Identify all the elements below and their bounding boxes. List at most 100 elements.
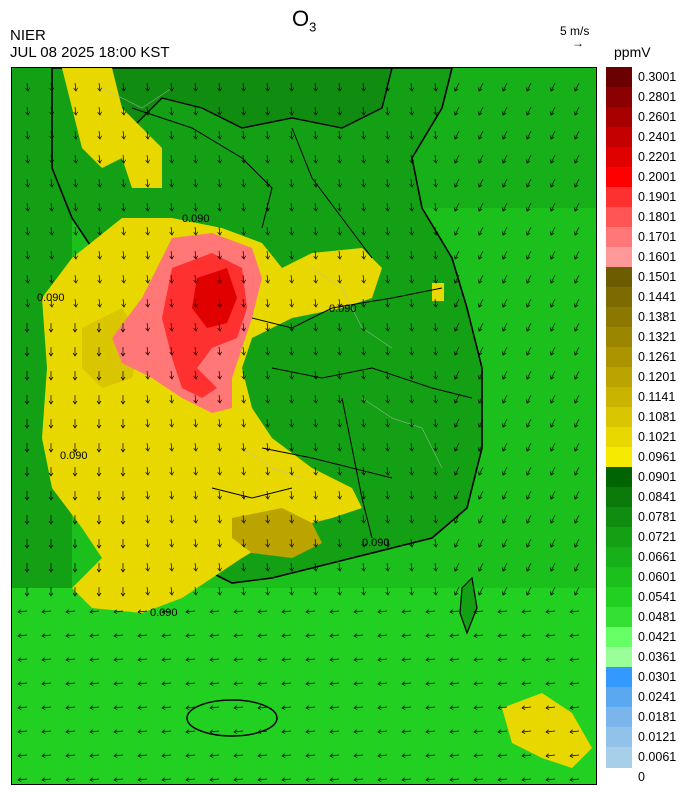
wind-arrow-icon [194, 418, 197, 428]
wind-arrow-icon [353, 610, 364, 613]
wind-arrowhead-icon [361, 135, 366, 140]
wind-arrowhead-icon [385, 231, 390, 236]
wind-arrowhead-icon [97, 255, 102, 260]
wind-arrow-icon [454, 106, 460, 116]
colorbar-segment [606, 87, 632, 108]
wind-arrow-icon [137, 634, 148, 637]
wind-arrowhead-icon [409, 447, 414, 452]
wind-arrowhead-icon [526, 375, 531, 380]
wind-arrow-icon [314, 514, 317, 524]
wind-arrow-icon [266, 178, 269, 188]
colorbar-segment [606, 647, 632, 668]
wind-arrow-icon [454, 418, 460, 428]
wind-arrowhead-icon [377, 753, 382, 758]
wind-arrow-icon [449, 754, 460, 757]
wind-arrowhead-icon [502, 351, 507, 356]
wind-arrow-icon [170, 202, 173, 212]
wind-arrow-icon [65, 634, 76, 637]
wind-arrowhead-icon [169, 135, 174, 140]
wind-arrowhead-icon [137, 657, 142, 662]
wind-arrowhead-icon [550, 591, 555, 596]
wind-arrow-icon [497, 610, 508, 613]
wind-arrow-icon [74, 130, 77, 140]
wind-reference-label: 5 m/s [560, 24, 590, 38]
wind-arrowhead-icon [48, 376, 54, 381]
wind-arrowhead-icon [96, 328, 102, 333]
wind-arrowhead-icon [550, 303, 555, 308]
wind-arrow-icon [266, 346, 269, 356]
wind-arrow-icon [353, 754, 364, 757]
wind-arrow-icon [89, 658, 100, 661]
wind-arrowhead-icon [73, 135, 78, 140]
wind-arrow-icon [526, 250, 532, 260]
wind-arrow-icon [194, 442, 197, 452]
wind-arrow-icon [434, 514, 437, 524]
wind-arrowhead-icon [526, 519, 531, 524]
colorbar-label: 0.2801 [638, 90, 677, 104]
wind-arrow-icon [209, 610, 220, 613]
wind-arrowhead-icon [361, 279, 366, 284]
wind-arrow-icon [550, 586, 556, 596]
wind-arrowhead-icon [329, 633, 334, 638]
wind-arrowhead-icon [329, 657, 334, 662]
wind-arrowhead-icon [265, 591, 270, 596]
wind-arrow-icon [314, 106, 317, 116]
wind-arrow-icon [290, 394, 293, 404]
wind-arrowhead-icon [185, 753, 190, 758]
wind-arrowhead-icon [361, 519, 366, 524]
wind-arrow-icon [242, 322, 245, 332]
wind-arrowhead-icon [96, 520, 102, 525]
colorbar-label: 0.1381 [638, 310, 677, 324]
wind-arrowhead-icon [169, 591, 174, 596]
wind-arrowhead-icon [433, 423, 438, 428]
wind-arrowhead-icon [241, 87, 246, 92]
wind-arrowhead-icon [473, 609, 478, 614]
wind-arrow-icon [50, 178, 53, 188]
wind-arrowhead-icon [161, 705, 166, 710]
wind-arrowhead-icon [550, 231, 555, 236]
wind-arrowhead-icon [193, 111, 198, 116]
wind-arrow-icon [569, 730, 580, 733]
wind-arrow-icon [410, 226, 413, 236]
wind-arrow-icon [338, 514, 341, 524]
wind-arrowhead-icon [377, 609, 382, 614]
wind-arrowhead-icon [550, 471, 555, 476]
wind-arrowhead-icon [478, 519, 483, 524]
wind-arrow-icon [454, 298, 460, 308]
wind-arrowhead-icon [313, 327, 318, 332]
colorbar-label: 0.0541 [638, 590, 677, 604]
wind-arrowhead-icon [433, 567, 438, 572]
wind-arrow-icon [242, 130, 245, 140]
wind-arrow-icon [434, 274, 437, 284]
wind-arrowhead-icon [48, 352, 54, 357]
wind-arrowhead-icon [113, 633, 118, 638]
wind-arrow-icon [386, 250, 389, 260]
wind-arrow-icon [377, 610, 388, 613]
wind-arrow-icon [386, 178, 389, 188]
wind-arrow-icon [526, 298, 532, 308]
wind-reference-arrow-icon: → [572, 36, 584, 50]
wind-arrow-icon [146, 130, 149, 140]
wind-arrow-icon [161, 754, 172, 757]
wind-arrow-icon [161, 706, 172, 709]
wind-arrow-icon [266, 298, 269, 308]
wind-arrow-icon [478, 538, 484, 548]
wind-arrowhead-icon [313, 399, 318, 404]
wind-arrowhead-icon [120, 496, 126, 501]
wind-arrow-icon [526, 586, 532, 596]
wind-arrowhead-icon [454, 447, 459, 452]
wind-arrow-icon [449, 658, 460, 661]
wind-arrowhead-icon [425, 777, 430, 782]
wind-arrowhead-icon [121, 111, 126, 116]
wind-arrow-icon [218, 538, 221, 548]
wind-arrow-icon [146, 466, 149, 476]
wind-arrowhead-icon [96, 400, 102, 405]
wind-arrowhead-icon [401, 705, 406, 710]
wind-arrowhead-icon [145, 303, 150, 308]
wind-arrow-icon [242, 514, 245, 524]
wind-arrow-icon [454, 178, 460, 188]
wind-arrow-icon [185, 730, 196, 733]
wind-arrowhead-icon [337, 159, 342, 164]
wind-arrow-icon [425, 682, 436, 685]
wind-arrow-icon [233, 634, 244, 637]
